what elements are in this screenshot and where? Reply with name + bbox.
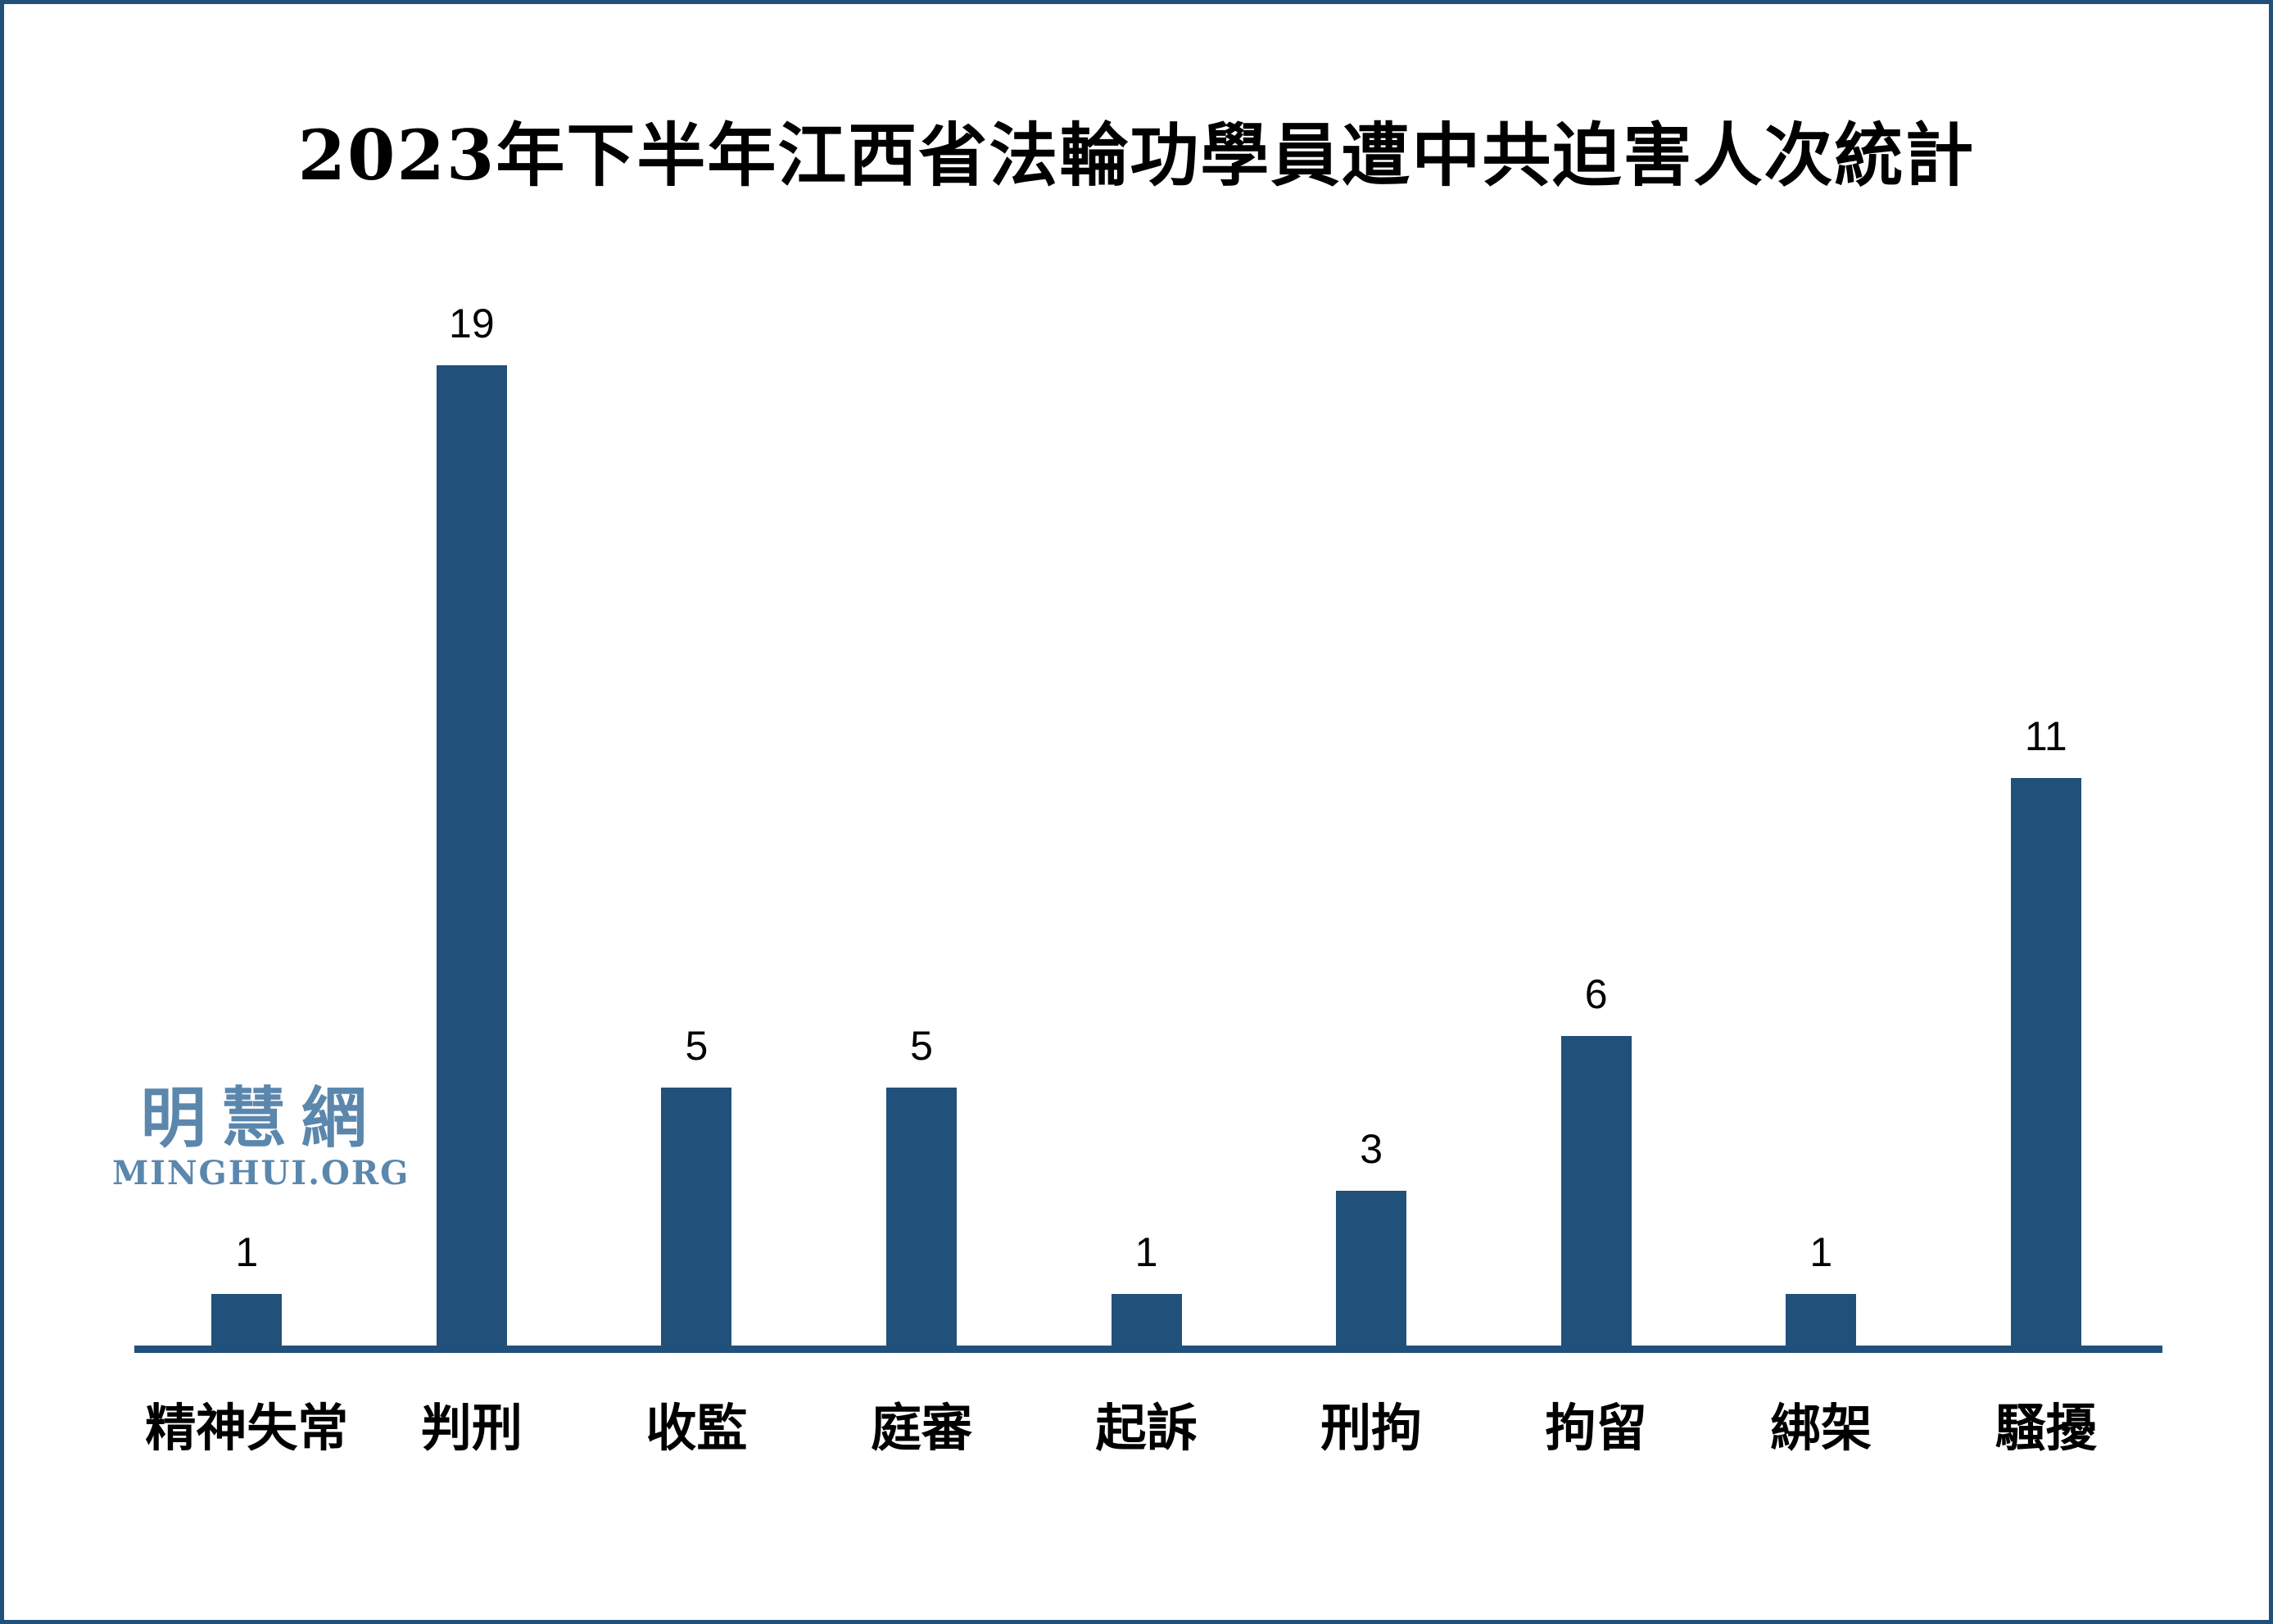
bar-slot: 11 (1934, 4, 2159, 1346)
bar-slot: 3 (1259, 4, 1484, 1346)
bar (1560, 1036, 1632, 1346)
bar (211, 1294, 283, 1346)
bar (2010, 778, 2081, 1346)
minghui-watermark-cjk-text: 明慧網 (140, 1079, 382, 1156)
bar (1336, 1191, 1407, 1346)
bar (1111, 1294, 1182, 1346)
category-label: 精神失常 (145, 1398, 349, 1458)
bar-value-label: 6 (1584, 971, 1608, 1017)
bar-slot: 1 (1034, 4, 1259, 1346)
category-axis-labels: 精神失常 判刑 收監 庭審 起訴 刑拘 拘留 綁架 騷擾 (134, 1387, 2158, 1460)
chart-title: 2023年下半年江西省法輪功學員遭中共迫害人次統計 (297, 115, 1976, 196)
bar-slot: 19 (360, 4, 585, 1346)
bar-slot: 6 (1483, 4, 1709, 1346)
category-label: 起訴 (1095, 1398, 1198, 1458)
bar-slot: 5 (584, 4, 809, 1346)
bar-value-label: 1 (1134, 1229, 1158, 1275)
bar-value-label: 5 (910, 1023, 933, 1069)
bar-value-label: 3 (1360, 1126, 1383, 1172)
plot-area: 1 19 5 5 1 3 6 1 11 (134, 4, 2158, 1346)
bar (1786, 1294, 1857, 1346)
x-axis-line (134, 1346, 2162, 1353)
category-label: 判刑 (420, 1398, 523, 1458)
minghui-watermark-latin-text: MINGHUI.ORG (112, 1154, 410, 1192)
bar-value-label: 1 (1809, 1229, 1833, 1275)
bar-value-label: 19 (449, 301, 495, 346)
bar (661, 1088, 732, 1346)
category-label: 拘留 (1545, 1398, 1647, 1458)
category-label: 綁架 (1770, 1398, 1872, 1458)
category-label: 庭審 (870, 1398, 972, 1458)
bar-value-label: 11 (2024, 713, 2067, 759)
category-label: 刑拘 (1320, 1398, 1423, 1458)
category-label: 騷擾 (1995, 1398, 2097, 1458)
bar-slot: 5 (809, 4, 1035, 1346)
category-label: 收監 (645, 1398, 748, 1458)
bar-slot: 1 (1709, 4, 1934, 1346)
minghui-watermark: 明慧網 MINGHUI.ORG (112, 1083, 410, 1190)
bar (885, 1088, 957, 1346)
bar-value-label: 5 (685, 1023, 709, 1069)
bar-slot: 1 (134, 4, 360, 1346)
bar (436, 365, 507, 1346)
bar-value-label: 1 (235, 1229, 259, 1275)
